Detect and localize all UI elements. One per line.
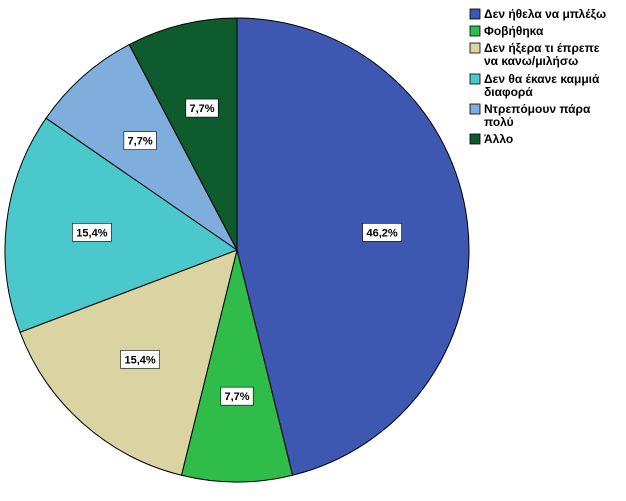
legend-swatch-5 xyxy=(469,133,481,145)
svg-text:15,4%: 15,4% xyxy=(124,354,155,366)
legend-swatch-3 xyxy=(469,73,481,85)
pie-data-labels: 46,2% 7,7% 15,4% 15,4% 7,7% 7,7% xyxy=(72,98,402,406)
svg-text:7,7%: 7,7% xyxy=(224,391,249,403)
pie-slice-3 xyxy=(4,117,239,333)
legend-label-5: Άλλο xyxy=(484,132,513,146)
legend-label-4: Ντρεπόμουν πάρα πολύ xyxy=(484,102,591,129)
legend-item-1: Φοβήθηκα xyxy=(469,24,544,38)
pie-data-label-1: 7,7% xyxy=(220,386,254,406)
svg-text:7,7%: 7,7% xyxy=(189,103,214,115)
legend-label-0: Δεν ήθελα να μπλέξω xyxy=(484,7,606,21)
pie-data-label-0: 46,2% xyxy=(362,223,402,242)
legend-label-3: Δεν θα έκανε καμμιά διαφορά xyxy=(484,72,600,99)
pie-slice-0 xyxy=(236,17,470,476)
pie-data-label-3: 15,4% xyxy=(72,223,112,242)
legend-item-3: Δεν θα έκανε καμμιά διαφορά xyxy=(469,72,600,99)
pie-data-label-2: 15,4% xyxy=(120,350,160,369)
svg-text:7,7%: 7,7% xyxy=(128,136,153,148)
pie-data-label-5: 7,7% xyxy=(185,98,219,118)
legend-swatch-4 xyxy=(469,103,481,115)
pie-slice-1 xyxy=(180,249,294,483)
svg-text:15,4%: 15,4% xyxy=(76,227,107,239)
pie-slices xyxy=(4,17,470,483)
pie-data-label-4: 7,7% xyxy=(123,131,157,150)
legend-item-2: Δεν ήξερα τι έπρεπε να κανω/μιλήσω xyxy=(469,41,600,68)
svg-text:46,2%: 46,2% xyxy=(366,227,397,239)
legend-item-0: Δεν ήθελα να μπλέξω xyxy=(469,7,606,21)
legend-swatch-1 xyxy=(469,25,481,37)
legend-label-1: Φοβήθηκα xyxy=(484,24,544,38)
legend-item-4: Ντρεπόμουν πάρα πολύ xyxy=(469,102,591,129)
legend: Δεν ήθελα να μπλέξω Φοβήθηκα Δεν ήξερα τι … xyxy=(469,7,606,146)
legend-swatch-2 xyxy=(469,42,481,54)
pie-slice-5 xyxy=(128,17,238,251)
legend-label-2: Δεν ήξερα τι έπρεπε να κανω/μιλήσω xyxy=(484,41,600,68)
legend-swatch-0 xyxy=(469,8,481,20)
legend-item-5: Άλλο xyxy=(469,132,513,146)
